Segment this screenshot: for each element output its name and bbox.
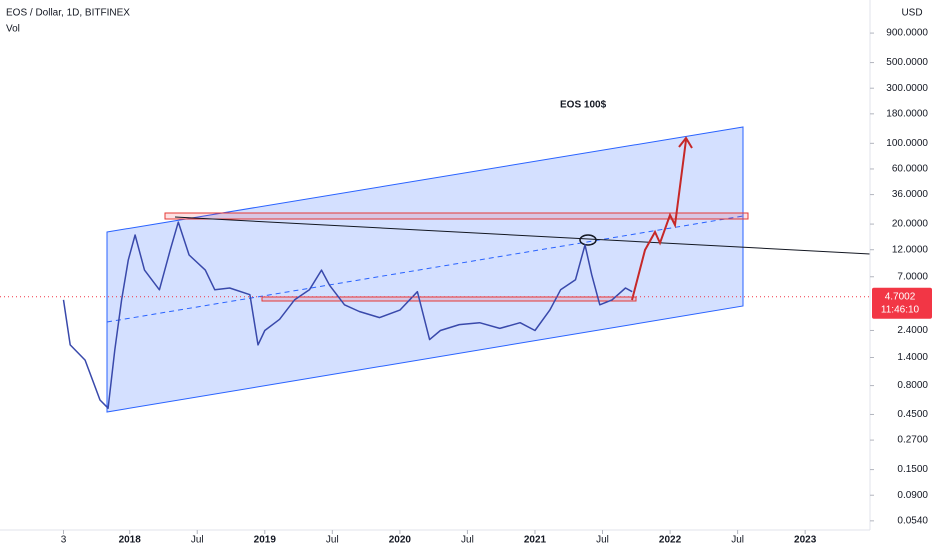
x-tick-label: Jul bbox=[731, 535, 744, 546]
y-tick-label: 180.0000 bbox=[886, 108, 928, 119]
chart-title: EOS / Dollar, 1D, BITFINEX bbox=[6, 8, 130, 19]
y-tick-label: 7.0000 bbox=[897, 271, 928, 282]
x-tick-label: 2018 bbox=[119, 535, 142, 546]
currency-label: USD bbox=[901, 8, 922, 19]
y-tick-label: 1.4000 bbox=[897, 352, 928, 363]
x-tick-label: 2023 bbox=[794, 535, 817, 546]
x-tick-label: Jul bbox=[596, 535, 609, 546]
y-tick-label: 0.8000 bbox=[897, 380, 928, 391]
trend-line bbox=[174, 216, 871, 255]
drawings bbox=[106, 126, 871, 413]
highlight-ellipse bbox=[579, 234, 597, 246]
x-tick-label: 3 bbox=[61, 535, 67, 546]
x-tick-label: 2019 bbox=[254, 535, 277, 546]
x-tick-label: 2020 bbox=[389, 535, 412, 546]
y-tick-label: 2.4000 bbox=[897, 325, 928, 336]
y-tick-label: 60.0000 bbox=[892, 164, 929, 175]
y-tick-label: 0.1500 bbox=[897, 464, 928, 475]
price-line bbox=[62, 221, 633, 409]
annotation: EOS 100$ bbox=[560, 100, 607, 111]
last-price-label: 4.7002 bbox=[885, 291, 916, 302]
y-tick-label: 36.0000 bbox=[892, 189, 929, 200]
y-tick-label: 300.0000 bbox=[886, 83, 928, 94]
y-tick-label: 20.0000 bbox=[892, 219, 929, 230]
y-tick-label: 500.0000 bbox=[886, 57, 928, 68]
y-tick-label: 0.4500 bbox=[897, 409, 928, 420]
support-box bbox=[261, 296, 637, 302]
parallel-channel bbox=[106, 126, 744, 413]
countdown-label: 11:46:10 bbox=[881, 304, 920, 315]
projection-path bbox=[631, 139, 687, 301]
volume-label: Vol bbox=[6, 24, 20, 35]
y-tick-label: 100.0000 bbox=[886, 138, 928, 149]
y-tick-label: 0.2700 bbox=[897, 435, 928, 446]
x-tick-label: 2021 bbox=[524, 535, 547, 546]
x-tick-label: Jul bbox=[461, 535, 474, 546]
projection-arrowhead bbox=[678, 136, 693, 149]
last-price-badge bbox=[872, 287, 932, 319]
x-tick-label: 2022 bbox=[659, 535, 682, 546]
x-tick-label: Jul bbox=[326, 535, 339, 546]
y-tick-label: 0.0900 bbox=[897, 490, 928, 501]
y-tick-label: 900.0000 bbox=[886, 28, 928, 39]
x-tick-label: Jul bbox=[191, 535, 204, 546]
resistance-box bbox=[164, 212, 749, 220]
y-tick-label: 0.0540 bbox=[897, 515, 928, 526]
y-tick-label: 12.0000 bbox=[892, 244, 929, 255]
